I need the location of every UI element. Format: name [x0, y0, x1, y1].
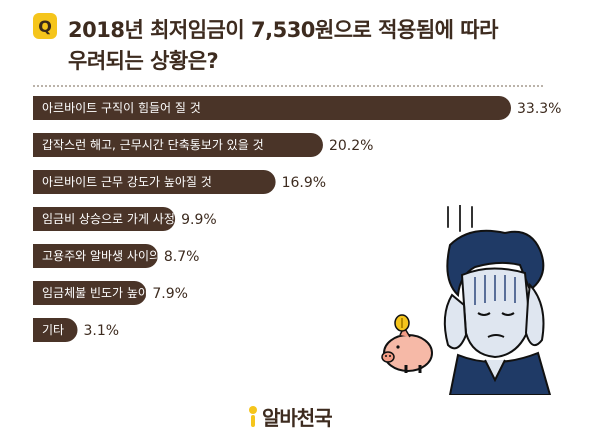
piggy-bank-icon [381, 325, 433, 373]
question-badge: Q [33, 13, 57, 39]
bar-5-left-edge [33, 244, 57, 268]
bar-2 [33, 133, 323, 157]
category-label-5: 고용주와 알바생 사이의 갈등이 깊어질 것 [42, 249, 249, 263]
bar-5 [33, 244, 158, 268]
value-label-4: 9.9% [181, 212, 217, 228]
bar-2-left-edge [33, 133, 57, 157]
value-label-3: 16.9% [282, 175, 326, 191]
stress-lines-icon [447, 205, 473, 232]
value-label-5: 8.7% [164, 249, 200, 265]
category-label-6: 임금체불 빈도가 높아질 것 [42, 286, 175, 300]
shirt-shape [448, 351, 552, 395]
worried-person-illustration [381, 205, 552, 395]
bar-6-left-edge [33, 281, 57, 305]
value-label-1: 33.3% [517, 101, 561, 117]
category-label-3: 아르바이트 근무 강도가 높아질 것 [42, 175, 212, 189]
bar-6 [33, 281, 147, 305]
right-hand-shape [524, 282, 545, 347]
left-hand-shape [443, 293, 468, 350]
bar-1-left-edge [33, 96, 57, 120]
brand-logo: 알바천국 [246, 402, 333, 431]
category-label-1: 아르바이트 구직이 힘들어 질 것 [42, 101, 201, 115]
bar-1 [33, 96, 511, 120]
face-shape [460, 267, 532, 359]
category-label-4: 임금비 상승으로 가게 사정이 악화될 것 [42, 212, 238, 226]
title-divider [33, 85, 543, 87]
coin-icon [394, 314, 410, 332]
brand-mark-icon [246, 405, 260, 428]
bar-4 [33, 207, 176, 231]
title-line-2: 우려되는 상황은? [68, 49, 219, 73]
brand-name: 알바천국 [262, 406, 333, 430]
category-label-2: 갑작스런 해고, 근무시간 단축통보가 있을 것 [42, 138, 264, 152]
title-line-1: 2018년 최저임금이 7,530원으로 적용됨에 따라 [68, 18, 498, 42]
bar-3-left-edge [33, 170, 57, 194]
value-label-2: 20.2% [329, 138, 373, 154]
bar-7-left-edge [33, 318, 57, 342]
value-label-7: 3.1% [83, 323, 119, 339]
bar-3 [33, 170, 276, 194]
category-label-7: 기타 [42, 323, 64, 337]
bar-4-left-edge [33, 207, 57, 231]
value-label-6: 7.9% [152, 286, 188, 302]
